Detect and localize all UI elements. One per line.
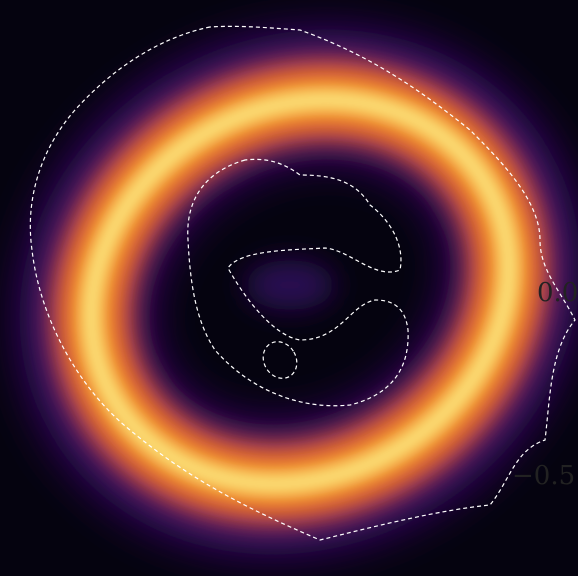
outer-contour: [29, 25, 576, 541]
contours: [29, 25, 576, 541]
ring-core: [80, 88, 520, 496]
small-contour: [262, 341, 298, 379]
ring: [19, 29, 578, 555]
tick-label: 0.0: [537, 278, 578, 308]
inner-contour: [187, 158, 409, 407]
tick-label: −0.5: [512, 461, 575, 491]
center-blob: [245, 260, 335, 310]
